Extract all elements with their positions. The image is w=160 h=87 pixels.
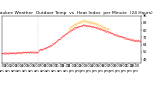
Title: Milwaukee Weather  Outdoor Temp  vs  Heat Index  per Minute  (24 Hours): Milwaukee Weather Outdoor Temp vs Heat I… — [0, 11, 152, 15]
